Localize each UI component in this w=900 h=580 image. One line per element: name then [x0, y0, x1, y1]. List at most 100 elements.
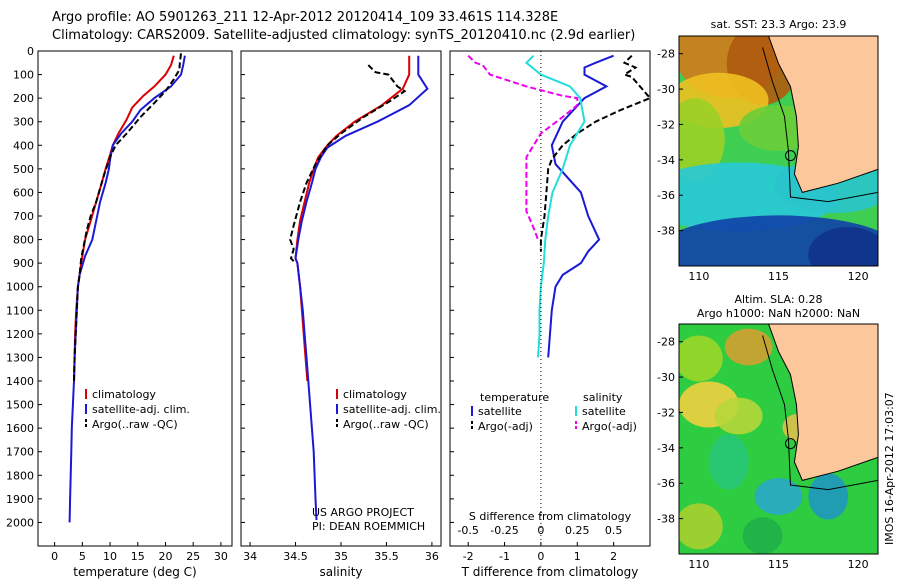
x-tick-label: 30 — [214, 550, 228, 563]
series-line-satellite-adj-clim- — [68, 55, 186, 523]
x2-tick-label: 0 — [537, 524, 544, 537]
y-tick-label: 1000 — [6, 281, 34, 294]
x-tick-label: 0 — [537, 550, 544, 563]
legend-label: satellite — [478, 405, 522, 418]
land-australia — [768, 36, 878, 193]
lat-tick-label: -30 — [657, 83, 675, 96]
x-tick-label: 0 — [51, 550, 58, 563]
y-tick-label: 1900 — [6, 493, 34, 506]
x2-tick-label: 0.5 — [605, 524, 623, 537]
lat-tick-label: -36 — [657, 189, 675, 202]
map-field — [679, 324, 878, 554]
lon-tick-label: 115 — [768, 558, 789, 571]
map1-title: sat. SST: 23.3 Argo: 23.9 — [711, 18, 847, 31]
map-shade-4 — [708, 434, 749, 490]
series-line-s-satellite — [524, 54, 586, 358]
map-shade-0 — [679, 335, 723, 382]
lat-tick-label: -34 — [657, 154, 675, 167]
y-tick-label: 1400 — [6, 375, 34, 388]
x2-tick-label: 0.25 — [565, 524, 590, 537]
lat-tick-label: -38 — [657, 513, 675, 526]
legend-label: Argo(..raw -QC) — [343, 418, 429, 431]
legend-label: Argo(-adj) — [478, 420, 533, 433]
series-line-argo-raw-qc- — [289, 64, 407, 264]
map-shade-3 — [679, 98, 725, 181]
map-shade-7 — [742, 517, 783, 554]
x-tick-label: 35 — [334, 550, 348, 563]
map-1 — [678, 35, 879, 267]
map2-title-1: Altim. SLA: 0.28 — [734, 293, 822, 306]
legend-label: climatology — [343, 388, 407, 401]
lon-tick-label: 115 — [768, 270, 789, 283]
y-tick-label: 1500 — [6, 399, 34, 412]
map-shade-3 — [714, 397, 763, 435]
lat-tick-label: -30 — [657, 371, 675, 384]
x-axis-label: T difference from climatology — [461, 565, 639, 579]
legend-head-temperature: temperature — [480, 391, 549, 404]
y-tick-label: 300 — [13, 116, 34, 129]
argo-location-marker — [784, 438, 796, 450]
lat-tick-label: -28 — [657, 336, 675, 349]
y-tick-label: 1700 — [6, 446, 34, 459]
y-tick-label: 1100 — [6, 304, 34, 317]
panel-frame-3 — [449, 50, 651, 547]
x2-tick-label: -0.5 — [457, 524, 478, 537]
annotation-project: US ARGO PROJECT — [312, 506, 414, 519]
lat-tick-label: -36 — [657, 477, 675, 490]
y-tick-label: 1200 — [6, 328, 34, 341]
argo-location-marker — [784, 150, 796, 162]
y-tick-label: 700 — [13, 210, 34, 223]
legend-label: Argo(..raw -QC) — [92, 418, 178, 431]
x-tick-label: 35.5 — [374, 550, 399, 563]
map-frame — [678, 323, 879, 555]
lon-tick-label: 110 — [688, 270, 709, 283]
x-axis-label: temperature (deg C) — [73, 565, 196, 579]
title-line-2: Climatology: CARS2009. Satellite-adjuste… — [52, 28, 636, 43]
x-tick-label: -1 — [499, 550, 510, 563]
map-shade-8 — [808, 473, 849, 520]
legend-head-salinity: salinity — [583, 391, 623, 404]
lat-tick-label: -34 — [657, 442, 675, 455]
y-tick-label: 1600 — [6, 422, 34, 435]
series-line-climatology — [73, 55, 175, 382]
lon-tick-label: 110 — [688, 558, 709, 571]
map-shade-8 — [808, 226, 878, 266]
lon-tick-label: 120 — [848, 558, 869, 571]
series-line-t-argo-adj- — [539, 54, 652, 252]
y-tick-label: 0 — [27, 45, 34, 58]
legend-label: satellite-adj. clim. — [92, 403, 190, 416]
y-tick-label: 900 — [13, 257, 34, 270]
y-tick-label: 1300 — [6, 351, 34, 364]
land-australia — [768, 324, 878, 481]
timestamp-vertical: IMOS 16-Apr-2012 17:03:07 — [883, 392, 896, 545]
lon-tick-label: 120 — [848, 270, 869, 283]
x-axis-label: salinity — [319, 565, 362, 579]
legend-label: climatology — [92, 388, 156, 401]
y-tick-label: 800 — [13, 234, 34, 247]
map-shade-1 — [724, 328, 773, 366]
panel-frame-1 — [37, 50, 233, 547]
series-line-t-satellite — [547, 54, 614, 358]
map2-title-2: Argo h1000: NaN h2000: NaN — [697, 307, 860, 320]
y-tick-label: 200 — [13, 92, 34, 105]
series-line-s-argo-adj- — [467, 54, 579, 240]
x-tick-label: 25 — [186, 550, 200, 563]
x-tick-label: 34 — [243, 550, 257, 563]
x-tick-label: 10 — [103, 550, 117, 563]
x2-axis-label: S difference from climatology — [469, 510, 632, 523]
series-line-argo-raw-qc- — [73, 53, 182, 382]
legend-label: Argo(-adj) — [582, 420, 637, 433]
y-tick-label: 100 — [13, 69, 34, 82]
panel-frame-2 — [240, 50, 442, 547]
x-tick-label: 15 — [131, 550, 145, 563]
legend-label: satellite — [582, 405, 626, 418]
map-field — [679, 36, 878, 266]
y-tick-label: 500 — [13, 163, 34, 176]
y-tick-label: 2000 — [6, 516, 34, 529]
y-tick-label: 400 — [13, 139, 34, 152]
x-tick-label: 1 — [574, 550, 581, 563]
map-shade-5 — [754, 478, 803, 515]
map-2 — [678, 323, 879, 555]
legend-label: satellite-adj. clim. — [343, 403, 441, 416]
